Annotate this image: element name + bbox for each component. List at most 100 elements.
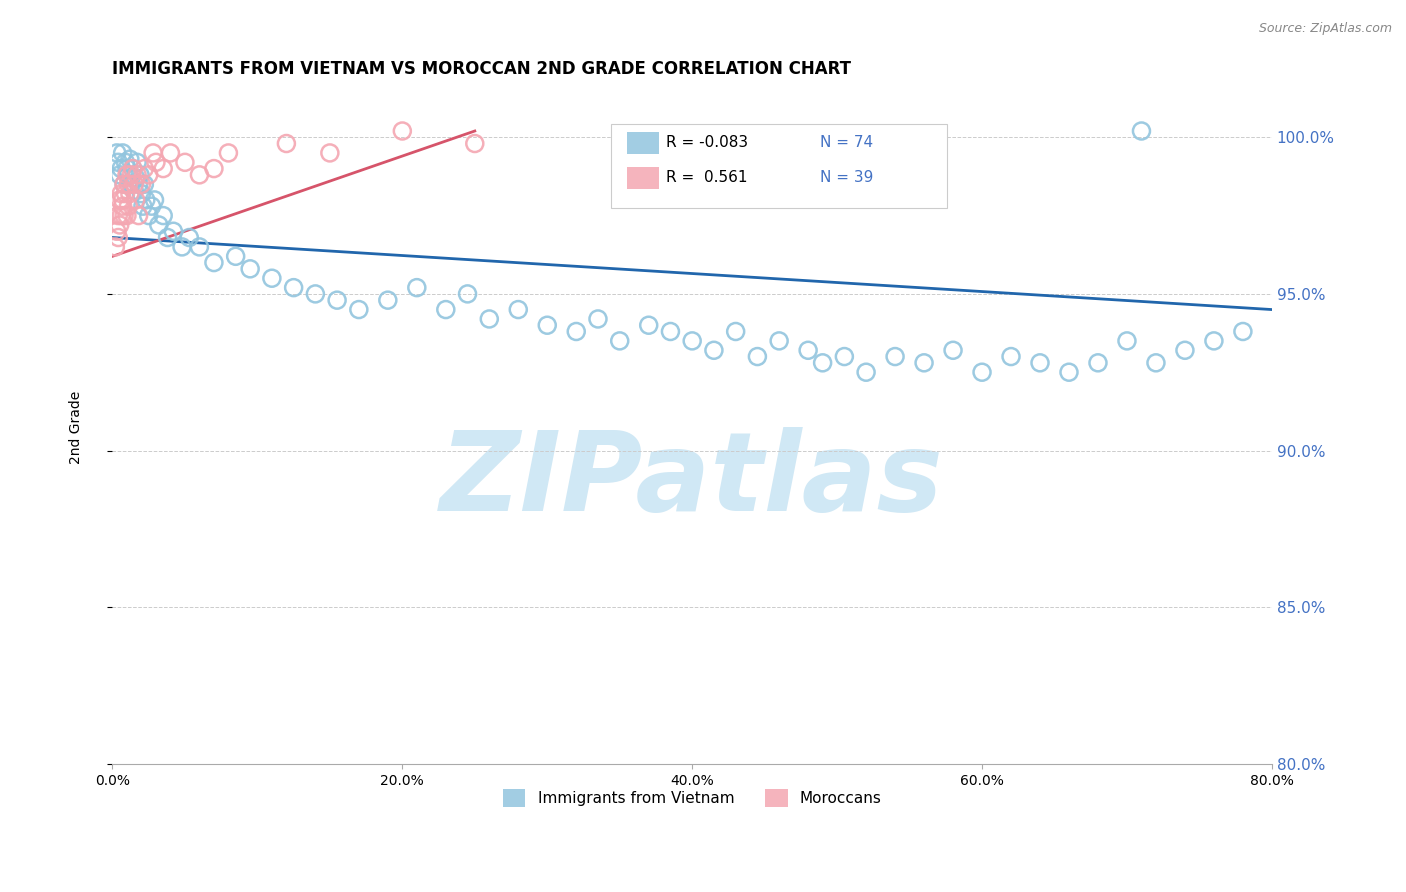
Point bbox=[138, 209, 160, 223]
Point bbox=[884, 350, 907, 364]
Point bbox=[152, 161, 174, 176]
Point bbox=[319, 145, 342, 160]
Point bbox=[797, 343, 820, 358]
Point bbox=[912, 356, 935, 370]
Point bbox=[105, 224, 128, 238]
Point bbox=[108, 218, 131, 232]
Point bbox=[128, 209, 150, 223]
Point bbox=[118, 152, 141, 166]
Point bbox=[145, 155, 167, 169]
Point bbox=[134, 161, 156, 176]
Point bbox=[405, 280, 427, 294]
Point bbox=[326, 293, 349, 308]
Point bbox=[148, 218, 170, 232]
Point bbox=[283, 280, 305, 294]
Point bbox=[377, 293, 399, 308]
Point bbox=[120, 168, 142, 182]
Text: Source: ZipAtlas.com: Source: ZipAtlas.com bbox=[1258, 22, 1392, 36]
Point bbox=[1174, 343, 1197, 358]
Point bbox=[111, 199, 134, 213]
Point bbox=[834, 350, 856, 364]
Point bbox=[464, 136, 486, 151]
Point bbox=[122, 184, 145, 198]
Point bbox=[1000, 350, 1022, 364]
Text: IMMIGRANTS FROM VIETNAM VS MOROCCAN 2ND GRADE CORRELATION CHART: IMMIGRANTS FROM VIETNAM VS MOROCCAN 2ND … bbox=[112, 60, 852, 78]
Point bbox=[536, 318, 558, 333]
Point bbox=[434, 302, 457, 317]
Point bbox=[152, 209, 174, 223]
FancyBboxPatch shape bbox=[627, 167, 658, 188]
Point bbox=[586, 312, 609, 326]
Text: R = -0.083: R = -0.083 bbox=[665, 135, 748, 150]
Point bbox=[260, 271, 283, 285]
Point bbox=[117, 199, 139, 213]
Text: N = 74: N = 74 bbox=[820, 135, 873, 150]
Point bbox=[132, 199, 155, 213]
Point bbox=[143, 193, 166, 207]
Point bbox=[1130, 124, 1153, 138]
Point bbox=[202, 161, 225, 176]
Point bbox=[129, 168, 152, 182]
Point bbox=[118, 186, 141, 201]
Point bbox=[162, 224, 184, 238]
Point bbox=[111, 145, 134, 160]
Point bbox=[457, 286, 479, 301]
Point bbox=[202, 255, 225, 269]
Point bbox=[105, 145, 128, 160]
Point bbox=[112, 209, 135, 223]
Point bbox=[188, 168, 211, 182]
Point bbox=[115, 209, 138, 223]
Point bbox=[217, 145, 239, 160]
Point bbox=[111, 193, 134, 207]
Point bbox=[159, 145, 181, 160]
Point bbox=[565, 325, 588, 339]
Point bbox=[114, 155, 136, 169]
Point bbox=[1202, 334, 1225, 348]
Point bbox=[107, 209, 129, 223]
Point bbox=[121, 161, 143, 176]
Point bbox=[135, 193, 157, 207]
Point bbox=[142, 145, 165, 160]
Point bbox=[478, 312, 501, 326]
Point bbox=[134, 178, 156, 192]
Point bbox=[107, 230, 129, 244]
Point bbox=[117, 178, 139, 192]
Point bbox=[131, 178, 153, 192]
Point bbox=[110, 209, 132, 223]
Point bbox=[609, 334, 631, 348]
Point bbox=[347, 302, 370, 317]
Point bbox=[131, 186, 153, 201]
Point bbox=[188, 240, 211, 254]
Point bbox=[108, 193, 131, 207]
Point bbox=[138, 168, 160, 182]
Point bbox=[128, 178, 150, 192]
Point bbox=[391, 124, 413, 138]
Point bbox=[112, 178, 135, 192]
Point bbox=[724, 325, 747, 339]
Point bbox=[110, 186, 132, 201]
Point bbox=[1116, 334, 1139, 348]
Point bbox=[115, 168, 138, 182]
Point bbox=[1029, 356, 1052, 370]
Point bbox=[970, 365, 993, 379]
Point bbox=[855, 365, 877, 379]
Point bbox=[304, 286, 326, 301]
Point bbox=[225, 249, 247, 263]
FancyBboxPatch shape bbox=[612, 124, 948, 208]
Point bbox=[1087, 356, 1109, 370]
Point bbox=[1057, 365, 1080, 379]
Point bbox=[508, 302, 530, 317]
Point bbox=[112, 178, 135, 192]
Legend: Immigrants from Vietnam, Moroccans: Immigrants from Vietnam, Moroccans bbox=[496, 782, 889, 814]
Point bbox=[170, 240, 193, 254]
Point bbox=[1144, 356, 1167, 370]
Point bbox=[127, 155, 149, 169]
Point bbox=[811, 356, 834, 370]
Point bbox=[122, 178, 145, 192]
Point bbox=[108, 168, 131, 182]
Point bbox=[681, 334, 703, 348]
Point bbox=[1232, 325, 1254, 339]
Point bbox=[747, 350, 769, 364]
Point bbox=[115, 161, 138, 176]
Point bbox=[104, 240, 127, 254]
